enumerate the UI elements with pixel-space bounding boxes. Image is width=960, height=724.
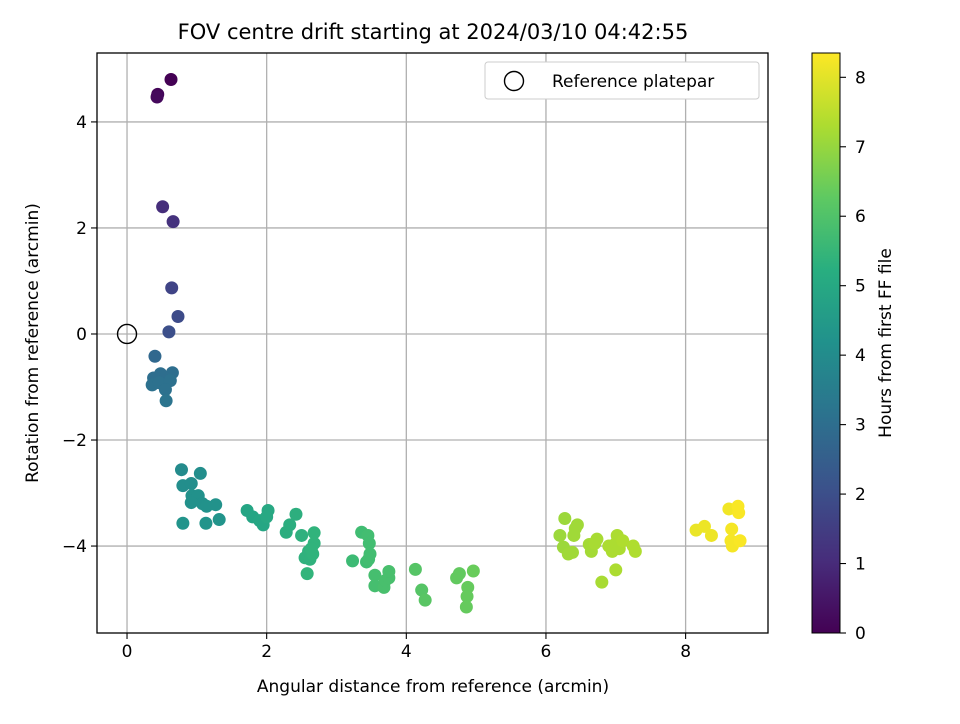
data-point <box>553 528 567 542</box>
y-axis-label: Rotation from reference (arcmin) <box>23 203 43 483</box>
data-point <box>184 496 198 510</box>
colorbar-label: Hours from first FF file <box>876 248 896 438</box>
data-point <box>558 511 572 525</box>
data-point <box>697 519 711 533</box>
y-axis-ticks: −4 −2 0 2 4 <box>62 113 97 557</box>
legend: Reference platepar <box>484 61 760 100</box>
colorbar-tick-label: 4 <box>855 346 866 366</box>
colorbar-tick-label: 2 <box>855 485 866 505</box>
data-point <box>346 554 360 568</box>
y-tick-label: 4 <box>76 113 87 133</box>
data-point <box>174 463 188 477</box>
colorbar-tick-label: 7 <box>855 138 866 158</box>
data-point <box>304 542 318 556</box>
x-tick-label: 4 <box>401 642 412 662</box>
plot-frame <box>96 52 769 634</box>
data-point <box>307 526 321 540</box>
y-tick-label: −4 <box>62 537 87 557</box>
legend-box <box>484 61 760 100</box>
data-point <box>590 532 604 546</box>
data-point <box>212 513 226 527</box>
y-tick-label: −2 <box>62 431 87 451</box>
data-point <box>460 589 474 603</box>
x-tick-label: 2 <box>261 642 272 662</box>
data-point <box>732 506 746 520</box>
data-point <box>199 516 213 530</box>
data-point <box>165 281 179 295</box>
data-point <box>565 545 579 559</box>
grid <box>97 53 768 633</box>
data-point <box>628 544 642 558</box>
colorbar-gradient <box>811 52 841 634</box>
data-point <box>466 564 480 578</box>
data-point <box>595 575 609 589</box>
data-point <box>148 349 162 363</box>
data-point <box>295 528 309 542</box>
data-point <box>164 73 178 87</box>
colorbar-ticks: 0 1 2 3 4 5 6 7 8 <box>840 68 866 644</box>
data-point <box>261 504 275 518</box>
x-tick-label: 8 <box>680 642 691 662</box>
data-point <box>162 325 176 339</box>
reference-platepar-marker <box>116 323 138 345</box>
data-point <box>193 466 207 480</box>
legend-marker-reference <box>503 70 525 92</box>
colorbar: 0 1 2 3 4 5 6 7 8 Hours from first FF file <box>811 52 896 644</box>
data-point <box>733 534 747 548</box>
data-point <box>289 507 303 521</box>
colorbar-tick-label: 5 <box>855 277 866 297</box>
colorbar-tick-label: 6 <box>855 207 866 227</box>
data-point <box>158 383 172 397</box>
data-point <box>616 534 630 548</box>
data-point <box>452 567 466 581</box>
colorbar-tick-label: 8 <box>855 68 866 88</box>
data-point <box>408 562 422 576</box>
x-tick-label: 6 <box>541 642 552 662</box>
data-point <box>570 518 584 532</box>
data-point <box>418 593 432 607</box>
data-point <box>159 394 173 408</box>
x-axis-ticks: 0 2 4 6 8 <box>122 633 691 662</box>
data-point <box>283 518 297 532</box>
chart-title: FOV centre drift starting at 2024/03/10 … <box>178 20 689 44</box>
y-tick-label: 2 <box>76 219 87 239</box>
data-point <box>209 498 223 512</box>
colorbar-tick-label: 1 <box>855 555 866 575</box>
data-point <box>725 522 739 536</box>
data-points <box>116 73 747 614</box>
data-point <box>415 583 429 597</box>
data-point <box>567 528 581 542</box>
data-point <box>382 565 396 579</box>
data-point <box>171 309 185 323</box>
data-point <box>362 552 376 566</box>
x-axis-label: Angular distance from reference (arcmin) <box>257 677 609 697</box>
data-point <box>176 516 190 530</box>
data-point <box>609 563 623 577</box>
data-point <box>166 215 180 229</box>
colorbar-tick-label: 0 <box>855 624 866 644</box>
data-point <box>156 200 170 214</box>
data-point <box>459 600 473 614</box>
y-tick-label: 0 <box>76 325 87 345</box>
data-point <box>150 90 164 104</box>
data-point <box>300 567 314 581</box>
data-point <box>704 528 718 542</box>
x-tick-label: 0 <box>122 642 133 662</box>
data-point <box>184 476 198 490</box>
data-point <box>362 536 376 550</box>
colorbar-tick-label: 3 <box>855 416 866 436</box>
data-point <box>368 568 382 582</box>
legend-label-reference: Reference platepar <box>552 72 714 92</box>
